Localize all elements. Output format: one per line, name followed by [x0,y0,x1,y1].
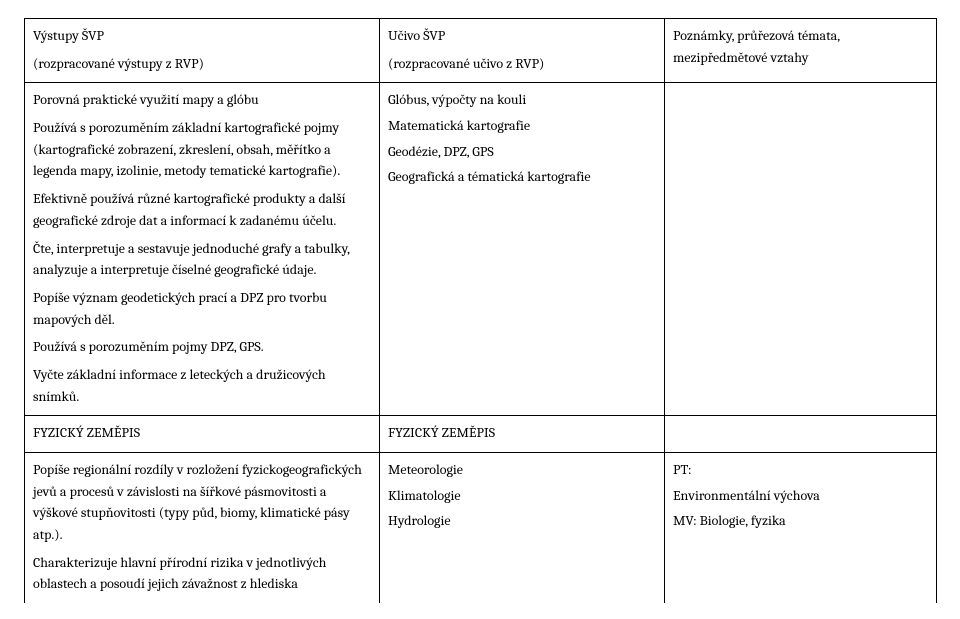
cell-curriculum: Glóbus, výpočty na kouli Matematická kar… [380,83,665,416]
header-subtext: (rozpracované výstupy z RVP) [33,53,371,75]
paragraph: Geodézie, DPZ, GPS [388,141,656,163]
curriculum-table: Výstupy ŠVP (rozpracované výstupy z RVP)… [24,18,937,603]
document-page: Výstupy ŠVP (rozpracované výstupy z RVP)… [0,0,960,619]
paragraph: MV: Biologie, fyzika [673,510,928,532]
paragraph: Glóbus, výpočty na kouli [388,89,656,111]
header-col-outputs: Výstupy ŠVP (rozpracované výstupy z RVP) [25,19,380,83]
cell-notes: PT: Environmentální výchova MV: Biologie… [665,453,937,604]
paragraph: Geografická a tématická kartografie [388,166,656,188]
header-col-curriculum: Učivo ŠVP (rozpracované učivo z RVP) [380,19,665,83]
cell-section-heading: FYZICKÝ ZEMĚPIS [25,416,380,453]
paragraph: Používá s porozuměním základní kartograf… [33,117,371,182]
paragraph: Porovná praktické využití mapy a glóbu [33,89,371,111]
paragraph: Popíše regionální rozdíly v rozložení fy… [33,459,371,546]
paragraph: Charakterizuje hlavní přírodní rizika v … [33,552,371,595]
table-row: Popíše regionální rozdíly v rozložení fy… [25,453,937,604]
paragraph: Popíše význam geodetických prací a DPZ p… [33,287,371,330]
cell-notes [665,83,937,416]
section-title: FYZICKÝ ZEMĚPIS [33,424,140,441]
cell-outputs: Porovná praktické využití mapy a glóbu P… [25,83,380,416]
cell-section-heading: FYZICKÝ ZEMĚPIS [380,416,665,453]
paragraph: Používá s porozuměním pojmy DPZ, GPS. [33,336,371,358]
cell-outputs: Popíše regionální rozdíly v rozložení fy… [25,453,380,604]
paragraph: Matematická kartografie [388,115,656,137]
paragraph: Meteorologie [388,459,656,481]
paragraph: Čte, interpretuje a sestavuje jednoduché… [33,238,371,281]
header-col-notes: Poznámky, průřezová témata, mezipředměto… [665,19,937,83]
table-row: Porovná praktické využití mapy a glóbu P… [25,83,937,416]
paragraph: Klimatologie [388,485,656,507]
header-text: Poznámky, průřezová témata, mezipředměto… [673,25,928,68]
paragraph: Hydrologie [388,510,656,532]
header-subtext: (rozpracované učivo z RVP) [388,53,656,75]
header-text: Výstupy ŠVP [33,25,371,47]
paragraph: PT: [673,459,928,481]
cell-notes [665,416,937,453]
table-header-row: Výstupy ŠVP (rozpracované výstupy z RVP)… [25,19,937,83]
section-title: FYZICKÝ ZEMĚPIS [388,424,495,441]
header-text: Učivo ŠVP [388,25,656,47]
paragraph: Environmentální výchova [673,485,928,507]
paragraph: Vyčte základní informace z leteckých a d… [33,364,371,407]
table-row: FYZICKÝ ZEMĚPIS FYZICKÝ ZEMĚPIS [25,416,937,453]
cell-curriculum: Meteorologie Klimatologie Hydrologie [380,453,665,604]
paragraph: Efektivně používá různé kartografické pr… [33,188,371,231]
